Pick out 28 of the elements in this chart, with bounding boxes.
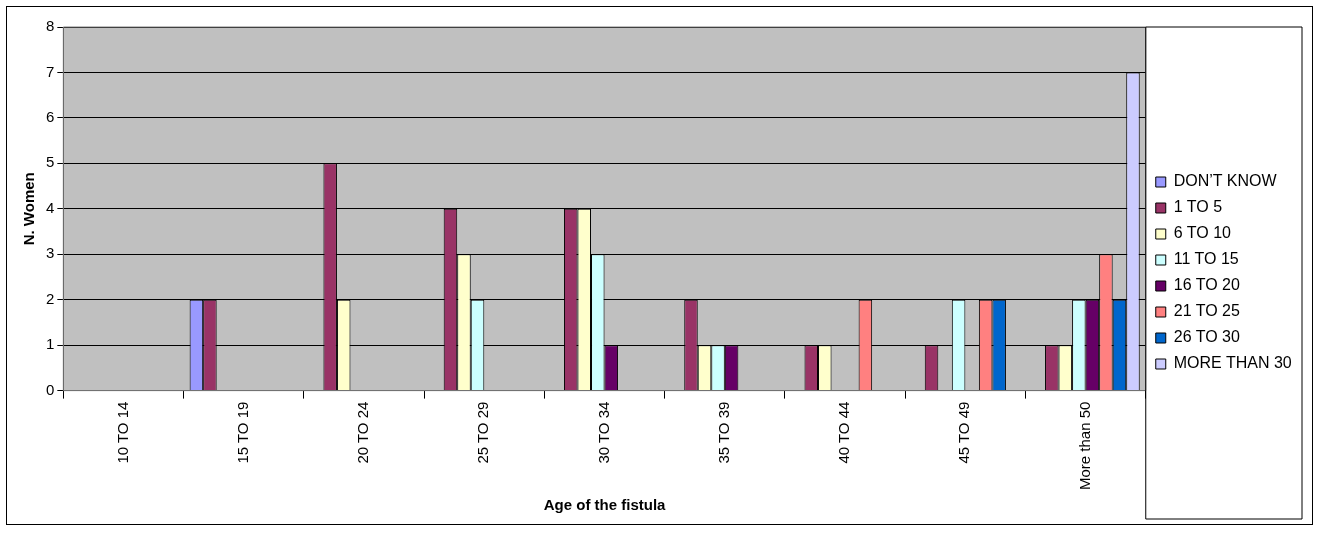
y-tick-label: 5 [46, 153, 55, 171]
legend-label: 26 TO 30 [1173, 328, 1240, 346]
x-tick-label: More than 50 [1075, 401, 1093, 490]
y-tick-label: 2 [46, 289, 55, 307]
x-tick-label: 25 TO 29 [474, 401, 492, 464]
x-tick-label: 30 TO 34 [594, 401, 612, 464]
legend-label: 6 TO 10 [1173, 224, 1232, 242]
legend-label: 11 TO 15 [1173, 250, 1239, 268]
x-tick-label: 35 TO 39 [714, 401, 732, 464]
y-axis-title: N. Women [20, 172, 38, 246]
y-tick-label: 8 [46, 17, 55, 35]
y-tick-label: 4 [46, 198, 55, 216]
legend-label: 16 TO 20 [1173, 276, 1240, 294]
y-tick-label: 6 [46, 108, 55, 126]
legend-label: 21 TO 25 [1173, 302, 1240, 320]
x-tick-label: 15 TO 19 [233, 401, 251, 464]
y-tick-label: 7 [46, 62, 55, 80]
legend-label: 1 TO 5 [1173, 198, 1223, 216]
x-axis-title: Age of the fistula [543, 496, 667, 514]
y-tick-label: 3 [46, 244, 55, 262]
x-tick-label: 40 TO 44 [835, 401, 853, 464]
legend-label: DON’T KNOW [1173, 172, 1278, 190]
x-tick-label: 45 TO 49 [955, 401, 973, 464]
y-tick-label: 0 [46, 380, 55, 398]
x-tick-label: 20 TO 24 [354, 401, 372, 464]
x-tick-label: 10 TO 14 [113, 401, 131, 464]
legend-label: MORE THAN 30 [1173, 354, 1292, 372]
y-tick-label: 1 [46, 335, 55, 353]
